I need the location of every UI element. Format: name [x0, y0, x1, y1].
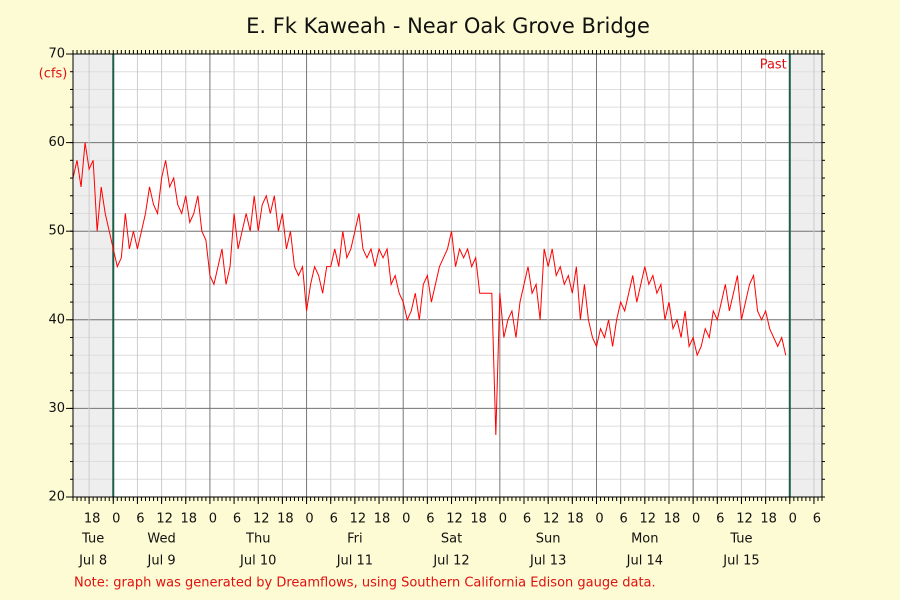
x-tick-label: 0 [789, 512, 797, 527]
x-tick-label: 0 [112, 512, 120, 527]
x-tick-label: 6 [233, 512, 241, 527]
x-tick-label: 0 [692, 512, 700, 527]
x-tick-label: 12 [736, 512, 753, 527]
x-tick-label: 6 [136, 512, 144, 527]
x-tick-label: 0 [209, 512, 217, 527]
y-tick-label: 60 [48, 135, 65, 150]
plot-frame [72, 53, 823, 498]
day-date: Jul 9 [147, 554, 176, 569]
x-tick-label: 0 [402, 512, 410, 527]
x-tick-label: 12 [543, 512, 560, 527]
day-date: Jul 13 [529, 554, 566, 569]
x-tick-label: 6 [620, 512, 628, 527]
x-tick-label: 12 [446, 512, 463, 527]
day-weekday: Sun [536, 532, 561, 547]
day-date: Jul 8 [78, 554, 107, 569]
x-tick-label: 18 [277, 512, 294, 527]
y-tick-label: 20 [48, 490, 65, 505]
day-date: Jul 11 [336, 554, 373, 569]
x-tick-label: 18 [664, 512, 681, 527]
x-tick-label: 0 [595, 512, 603, 527]
x-tick-label: 18 [567, 512, 584, 527]
day-weekday: Fri [347, 532, 363, 547]
x-tick-label: 6 [716, 512, 724, 527]
shade [73, 54, 114, 497]
data-line [72, 142, 787, 435]
x-tick-label: 6 [330, 512, 338, 527]
x-tick-label: 18 [470, 512, 487, 527]
y-tick-label: 70 [48, 47, 65, 62]
day-weekday: Sat [441, 532, 462, 547]
x-tick-label: 12 [350, 512, 367, 527]
day-date: Jul 10 [239, 554, 276, 569]
x-tick-label: 12 [640, 512, 657, 527]
y-tick-label: 50 [48, 224, 65, 239]
day-weekday: Tue [729, 532, 752, 547]
x-tick-label: 18 [84, 512, 101, 527]
shade [789, 54, 822, 497]
day-weekday: Tue [81, 532, 104, 547]
x-tick-label: 18 [180, 512, 197, 527]
day-date: Jul 12 [432, 554, 469, 569]
day-weekday: Mon [631, 532, 658, 547]
annotation: Past [760, 58, 787, 73]
y-tick-label: 30 [48, 401, 65, 416]
x-tick-label: 12 [156, 512, 173, 527]
plot-area [73, 54, 822, 497]
y-tick-label: 40 [48, 312, 65, 327]
x-tick-label: 18 [374, 512, 391, 527]
x-tick-label: 6 [813, 512, 821, 527]
note: Note: graph was generated by Dreamflows,… [74, 576, 656, 591]
x-tick-label: 0 [499, 512, 507, 527]
x-tick-label: 12 [253, 512, 270, 527]
x-tick-label: 18 [760, 512, 777, 527]
day-weekday: Wed [147, 532, 175, 547]
chart-title: E. Fk Kaweah - Near Oak Grove Bridge [246, 14, 650, 38]
day-date: Jul 14 [626, 554, 663, 569]
x-tick-label: 6 [523, 512, 531, 527]
day-date: Jul 15 [722, 554, 759, 569]
x-tick-label: 0 [305, 512, 313, 527]
day-weekday: Thu [245, 532, 270, 547]
y-unit: (cfs) [39, 67, 68, 82]
x-tick-label: 6 [426, 512, 434, 527]
